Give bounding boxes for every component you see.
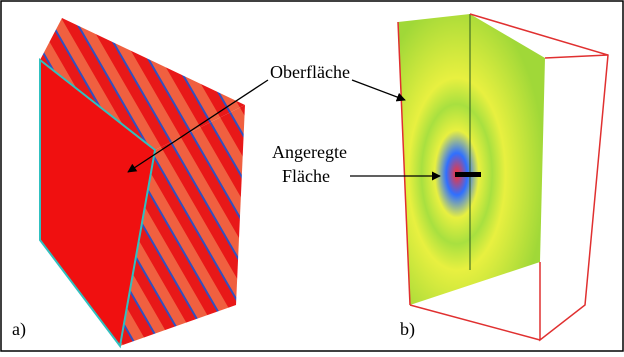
annotation-line: Angeregte — [272, 142, 347, 162]
annotation: Oberfläche — [270, 62, 350, 82]
panel-label: b) — [400, 319, 415, 340]
excited-surface — [398, 14, 545, 305]
annotation-line: Fläche — [282, 166, 330, 186]
excitation-marker — [455, 172, 481, 177]
wireframe — [410, 305, 540, 340]
wireframe — [545, 55, 608, 58]
panel-b: b) — [398, 14, 608, 340]
panel-label: a) — [12, 319, 26, 340]
arrow — [352, 80, 405, 100]
panel-a: a) — [12, 18, 245, 346]
figure: a) b) Oberfläche Angeregte Fläche — [0, 0, 624, 352]
